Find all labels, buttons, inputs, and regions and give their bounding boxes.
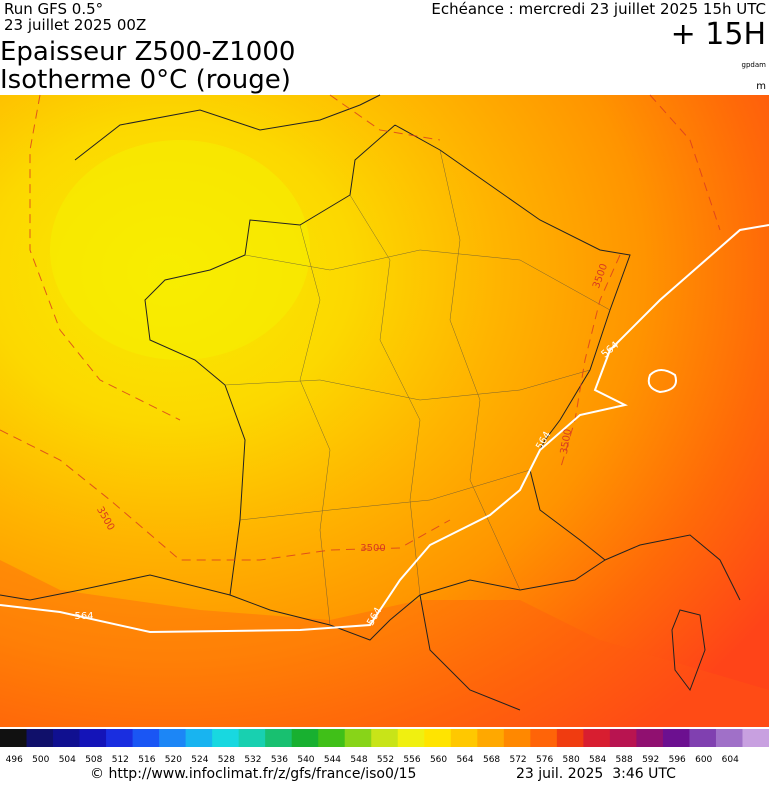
corsica: [671, 609, 706, 692]
departments: [224, 149, 611, 626]
colorbar-label: 564: [456, 755, 473, 765]
colorbar-label: 576: [536, 755, 553, 765]
colorbar-label: 544: [324, 755, 341, 765]
colorbar-swatch: [79, 729, 107, 747]
colorbar-swatch: [159, 729, 187, 747]
title-line2: Isotherme 0°C (rouge): [0, 65, 291, 95]
colorbar-label: 588: [616, 755, 633, 765]
map: [0, 94, 769, 727]
colorbar-label: 592: [642, 755, 659, 765]
yellow-area: [50, 140, 310, 360]
colorbar-label: 556: [403, 755, 420, 765]
colorbar-swatch: [0, 729, 28, 747]
unit-m: m: [756, 81, 766, 92]
colorbar-swatch: [53, 729, 81, 747]
unit-gpdam: gpdam: [742, 61, 767, 69]
contour-label: 564: [74, 611, 93, 622]
colorbar-swatch: [609, 729, 637, 747]
colorbar-swatch: [503, 729, 531, 747]
colorbar-label: 532: [244, 755, 261, 765]
valid-time: Echéance : mercredi 23 juillet 2025 15h …: [431, 0, 766, 18]
colorbar-swatch: [556, 729, 584, 747]
italy-coast: [604, 534, 741, 601]
colorbar-label: 520: [165, 755, 182, 765]
colorbar-swatch: [530, 729, 558, 747]
colorbar-label: 604: [722, 755, 739, 765]
colorbar-swatch: [132, 729, 160, 747]
lead-time: + 15H: [671, 17, 766, 52]
red-area: [0, 560, 769, 727]
colorbar-swatch: [318, 729, 346, 747]
colorbar-label: 568: [483, 755, 500, 765]
colorbar-label: 504: [59, 755, 76, 765]
run: Run GFS 0.5°: [4, 0, 103, 18]
colorbar-swatch: [212, 729, 240, 747]
colorbar-swatch: [689, 729, 717, 747]
spain-border: [419, 594, 521, 711]
colorbar-label: 560: [430, 755, 447, 765]
colorbar-swatch: [450, 729, 478, 747]
colorbar-swatch: [397, 729, 425, 747]
colorbar-label: 496: [6, 755, 23, 765]
colorbar-swatch: [291, 729, 319, 747]
contour-label: 3500: [360, 543, 385, 554]
colorbar-label: 580: [563, 755, 580, 765]
colorbar-swatch: [265, 729, 293, 747]
colorbar-swatch: [477, 729, 505, 747]
england-coast: [74, 94, 381, 161]
colorbar-label: 548: [350, 755, 367, 765]
colorbar-swatch: [636, 729, 664, 747]
colorbar-label: 516: [138, 755, 155, 765]
isotherm-lines: [0, 94, 721, 561]
colorbar-swatch: [742, 729, 769, 747]
thickness-564-line: [0, 224, 769, 634]
colorbar-swatch: [424, 729, 452, 747]
run-date: 23 juillet 2025 00Z: [4, 16, 146, 34]
footer-time: 23 juil. 2025 3:46 UTC: [516, 766, 676, 782]
colorbar-label: 572: [509, 755, 526, 765]
colorbar-label: 536: [271, 755, 288, 765]
colorbar-label: 512: [112, 755, 129, 765]
colorbar-swatch: [583, 729, 611, 747]
colorbar-label: 540: [297, 755, 314, 765]
colorbar-swatch: [26, 729, 54, 747]
colorbar-swatch: [185, 729, 213, 747]
footer-url: © http://www.infoclimat.fr/z/gfs/france/…: [90, 766, 417, 782]
spain-coast: [0, 574, 231, 601]
colorbar-label: 600: [695, 755, 712, 765]
colorbar-label: 528: [218, 755, 235, 765]
title-line1: Epaisseur Z500-Z1000: [0, 37, 295, 67]
colorbar-swatch: [344, 729, 372, 747]
colorbar-swatch: [371, 729, 399, 747]
colorbar-label: 508: [85, 755, 102, 765]
colorbar-label: 552: [377, 755, 394, 765]
colorbar-swatch: [662, 729, 690, 747]
contour-label: 3500: [559, 428, 574, 455]
colorbar-label: 584: [589, 755, 606, 765]
colorbar-swatch: [715, 729, 743, 747]
colorbar-label: 524: [191, 755, 208, 765]
colorbar-label: 596: [669, 755, 686, 765]
colorbar-swatch: [106, 729, 134, 747]
colorbar-label: 500: [32, 755, 49, 765]
colorbar-swatch: [238, 729, 266, 747]
